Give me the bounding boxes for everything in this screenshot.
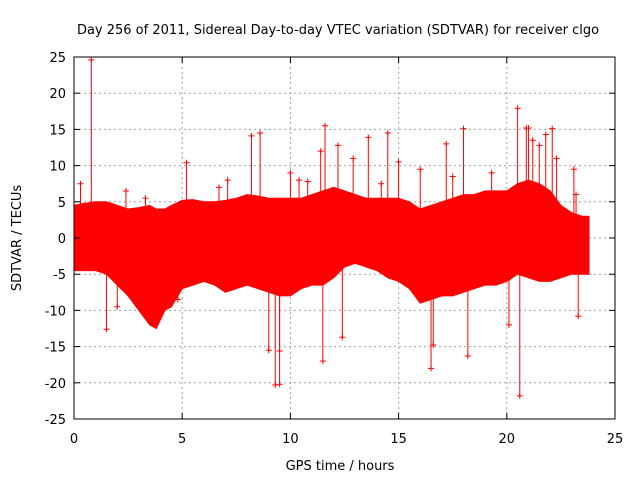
x-axis-label: GPS time / hours — [286, 459, 395, 474]
y-tick-label: -10 — [45, 304, 66, 319]
data-point — [174, 296, 181, 303]
data-point — [516, 392, 523, 399]
data-point — [287, 169, 294, 176]
y-tick-label: 15 — [49, 123, 66, 138]
data-point — [417, 166, 424, 173]
data-point — [460, 125, 467, 132]
data-point — [525, 124, 532, 131]
y-tick-label: -20 — [45, 377, 66, 392]
data-point — [77, 180, 84, 187]
data-point — [529, 137, 536, 144]
data-point — [514, 105, 521, 112]
data-point — [103, 326, 110, 333]
x-tick-label: 10 — [282, 432, 299, 447]
data-point — [122, 187, 129, 194]
data-point — [319, 358, 326, 365]
data-point — [384, 130, 391, 137]
data-point — [142, 195, 149, 202]
x-tick-label: 15 — [390, 432, 407, 447]
y-tick-label: 25 — [49, 51, 66, 66]
y-tick-label: 0 — [58, 232, 66, 247]
data-point — [296, 177, 303, 184]
data-point — [536, 142, 543, 149]
data-point — [549, 125, 556, 132]
data-point — [570, 166, 577, 173]
data-point — [464, 353, 471, 360]
data-point — [265, 347, 272, 354]
data-point — [505, 321, 512, 328]
y-tick-label: -5 — [53, 268, 66, 283]
x-tick-label: 20 — [499, 432, 516, 447]
chart-title: Day 256 of 2011, Sidereal Day-to-day VTE… — [77, 23, 599, 38]
data-point — [272, 381, 279, 388]
data-point — [276, 381, 283, 388]
y-tick-label: -25 — [45, 413, 66, 428]
data-point — [183, 159, 190, 166]
data-point — [114, 303, 121, 310]
data-point — [215, 184, 222, 191]
data-point — [248, 132, 255, 139]
data-point — [335, 142, 342, 149]
data-point — [88, 56, 95, 63]
data-point — [575, 313, 582, 320]
data-point — [257, 130, 264, 137]
data-point — [573, 191, 580, 198]
x-tick-label: 0 — [70, 432, 78, 447]
data-point — [488, 169, 495, 176]
y-axis-label: SDTVAR / TECUs — [10, 185, 25, 292]
data-point — [428, 365, 435, 372]
data-point — [378, 180, 385, 187]
data-point — [553, 155, 560, 162]
y-tick-label: 10 — [49, 160, 66, 175]
x-tick-label: 25 — [607, 432, 624, 447]
data-band — [73, 179, 590, 330]
data-point — [304, 178, 311, 185]
y-ticks: -25 -20 -15 -10 -5 0 5 10 15 20 25 — [45, 51, 615, 428]
data-point — [224, 177, 231, 184]
data-points — [73, 56, 590, 399]
data-point — [395, 158, 402, 165]
y-tick-label: 5 — [58, 196, 66, 211]
y-tick-label: -15 — [45, 341, 66, 356]
data-point — [322, 122, 329, 129]
data-point — [542, 131, 549, 138]
data-point — [449, 173, 456, 180]
data-point — [339, 334, 346, 341]
x-ticks: 0 5 10 15 20 25 — [70, 57, 623, 447]
data-point — [365, 134, 372, 141]
data-point — [350, 155, 357, 162]
y-tick-label: 20 — [49, 87, 66, 102]
data-point — [430, 342, 437, 349]
x-tick-label: 5 — [178, 432, 186, 447]
data-point — [443, 140, 450, 147]
data-point — [317, 148, 324, 155]
